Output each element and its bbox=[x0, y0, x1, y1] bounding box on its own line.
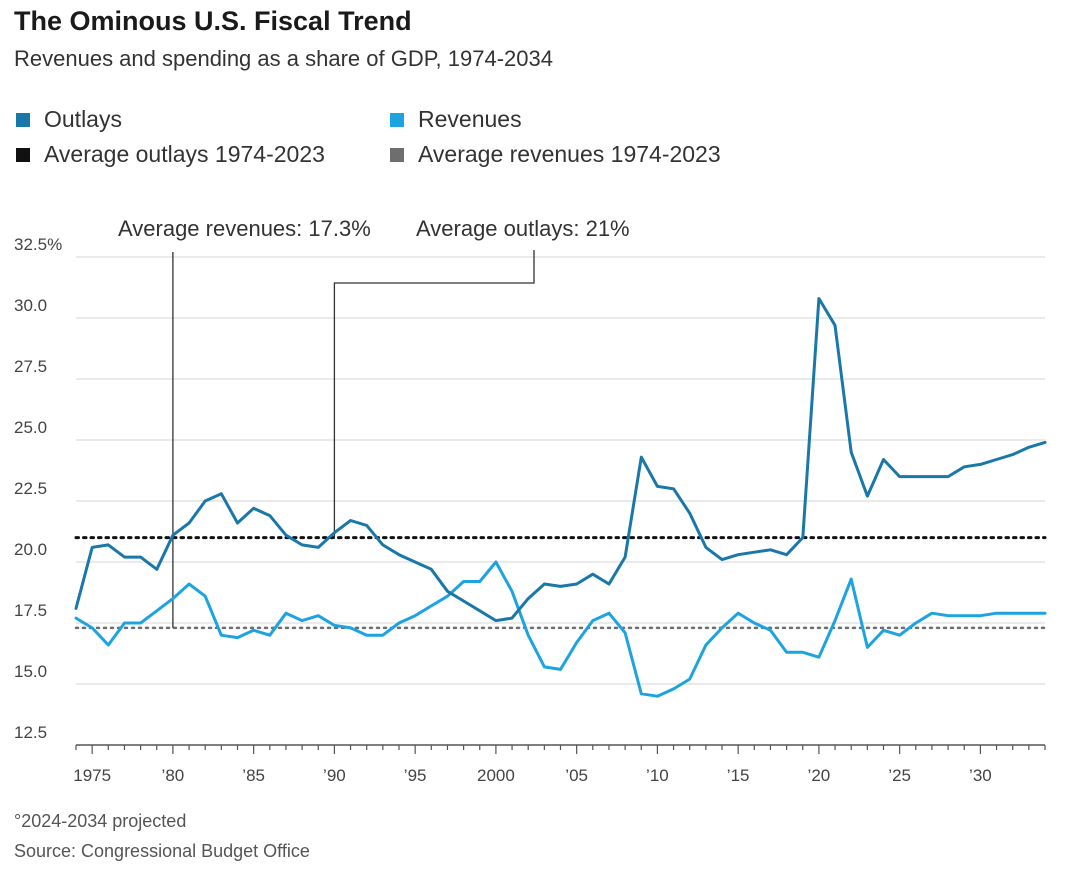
y-tick-label: 12.5 bbox=[14, 723, 47, 742]
x-tick-label: ’25 bbox=[888, 766, 911, 785]
x-tick-label: ’90 bbox=[323, 766, 346, 785]
x-tick-label: 2000 bbox=[477, 766, 515, 785]
legend-item-avg-revenues: Average revenues 1974-2023 bbox=[390, 141, 721, 168]
legend-label-revenues: Revenues bbox=[418, 106, 522, 132]
y-tick-label: 15.0 bbox=[14, 662, 47, 681]
x-tick-label: ’05 bbox=[565, 766, 588, 785]
source-note: Source: Congressional Budget Office bbox=[14, 841, 310, 861]
y-tick-label: 27.5 bbox=[14, 357, 47, 376]
y-tick-label: 17.5 bbox=[14, 601, 47, 620]
x-tick-label: ’10 bbox=[646, 766, 669, 785]
legend-swatch-avg-revenues bbox=[390, 147, 404, 162]
outlays-series-line bbox=[74, 297, 1047, 623]
legend-swatch-outlays bbox=[16, 112, 30, 127]
annotation-average-outlays: Average outlays: 21% bbox=[416, 216, 630, 241]
y-tick-label: 25.0 bbox=[14, 418, 47, 437]
x-tick-label: ’80 bbox=[162, 766, 185, 785]
x-tick-label: ’20 bbox=[808, 766, 831, 785]
chart-title: The Ominous U.S. Fiscal Trend bbox=[14, 6, 412, 36]
legend-swatch-revenues bbox=[390, 112, 404, 127]
legend-item-outlays: Outlays bbox=[16, 106, 122, 133]
legend-label-avg-outlays: Average outlays 1974-2023 bbox=[44, 141, 325, 167]
chart-subtitle: Revenues and spending as a share of GDP,… bbox=[14, 46, 553, 71]
annotation-leader-outlays bbox=[333, 250, 535, 538]
footnote: °2024-2034 projected bbox=[14, 811, 187, 831]
legend-item-avg-outlays: Average outlays 1974-2023 bbox=[16, 141, 325, 168]
y-tick-label: 30.0 bbox=[14, 296, 47, 315]
x-tick-label: 1975 bbox=[73, 766, 111, 785]
y-tick-label: 32.5% bbox=[14, 235, 62, 254]
revenues-series-line bbox=[74, 560, 1047, 698]
legend-swatch-avg-outlays bbox=[16, 147, 30, 162]
x-tick-label: ’85 bbox=[242, 766, 265, 785]
annotation-average-revenues: Average revenues: 17.3% bbox=[118, 216, 371, 241]
legend-item-revenues: Revenues bbox=[390, 106, 522, 133]
x-tick-label: ’15 bbox=[727, 766, 750, 785]
x-tick-label: ’30 bbox=[969, 766, 992, 785]
legend-label-outlays: Outlays bbox=[44, 106, 122, 132]
y-tick-label: 22.5 bbox=[14, 479, 47, 498]
y-tick-label: 20.0 bbox=[14, 540, 47, 559]
legend-label-avg-revenues: Average revenues 1974-2023 bbox=[418, 141, 721, 167]
x-tick-label: ’95 bbox=[404, 766, 427, 785]
